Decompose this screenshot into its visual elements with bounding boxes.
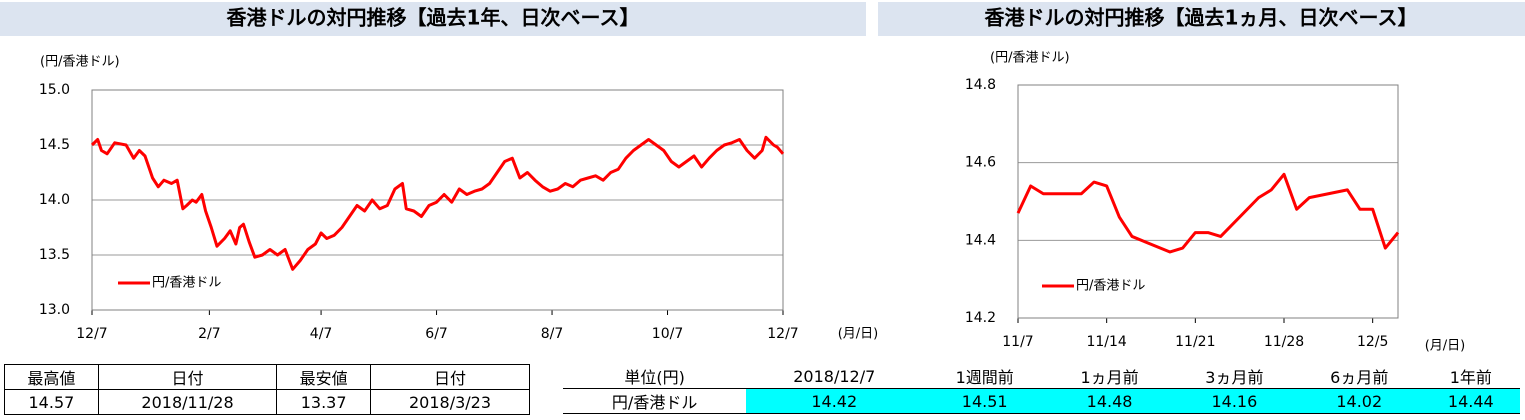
y-axis-label: (円/香港ドル) <box>40 55 120 70</box>
table-cell: 2018/3/23 <box>370 389 530 415</box>
plot-frame <box>1017 84 1399 319</box>
table-cell: 円/香港ドル <box>563 388 747 414</box>
y-tick-label: 14.8 <box>965 77 996 93</box>
x-tick-label: 11/28 <box>1264 334 1304 350</box>
table-header: 3ヵ月前 <box>1171 364 1297 389</box>
table-cell: 14.48 <box>1047 388 1172 414</box>
table-cell: 14.44 <box>1421 388 1520 414</box>
y-tick-label: 15.0 <box>39 82 70 98</box>
chart-title: 香港ドルの対円推移【過去1ヵ月、日次ベース】 <box>985 6 1418 30</box>
title-bar <box>0 2 866 36</box>
table-row: 14.57 2018/11/28 13.37 2018/3/23 <box>4 389 530 415</box>
table-cell: 13.37 <box>276 389 372 415</box>
table-header: 最安値 <box>276 364 372 390</box>
table-cell: 14.42 <box>746 388 923 414</box>
table-cell: 2018/11/28 <box>97 389 278 415</box>
x-axis-label: (月/日) <box>1425 339 1466 354</box>
x-tick-label: 11/14 <box>1086 334 1126 350</box>
y-tick-label: 13.5 <box>39 247 70 263</box>
y-tick-label: 14.5 <box>39 137 70 153</box>
data-line <box>1016 172 1400 254</box>
x-tick-label: 10/7 <box>652 326 683 342</box>
table-header: 2018/12/7 <box>746 364 923 389</box>
y-tick-label: 14.2 <box>965 310 996 326</box>
table-cell: 14.51 <box>922 388 1048 414</box>
y-tick-label: 13.0 <box>39 302 70 318</box>
charts: 香港ドルの対円推移【過去1年、日次ベース】 (円/香港ドル) (月/日) 13.0 13… <box>0 2 1525 354</box>
title-bar <box>878 2 1525 36</box>
table-header: 単位(円) <box>563 364 747 389</box>
table-cell: 14.02 <box>1296 388 1422 414</box>
x-tick-label: 6/7 <box>425 326 448 342</box>
x-tick-label: 12/5 <box>1357 334 1388 350</box>
table-row: 円/香港ドル 14.42 14.51 14.48 14.16 14.02 14.44 <box>563 388 1520 414</box>
table-header: 日付 <box>97 364 278 390</box>
x-axis-label: (月/日) <box>838 327 879 342</box>
rate-table: 単位(円) 2018/12/7 1週間前 1ヵ月前 3ヵ月前 6ヵ月前 1年前 円/香港ドル 1… <box>563 364 1520 414</box>
table-header: 1ヵ月前 <box>1047 364 1172 389</box>
x-tick-label: 2/7 <box>198 326 221 342</box>
table-cell: 14.16 <box>1171 388 1297 414</box>
y-tick-label: 14.6 <box>965 155 996 171</box>
x-tick-label: 11/7 <box>1002 334 1033 350</box>
table-header: 1年前 <box>1421 364 1520 389</box>
table-header: 日付 <box>370 364 530 390</box>
y-tick-label: 14.0 <box>39 192 70 208</box>
y-tick-label: 14.4 <box>965 232 996 248</box>
table-row: 単位(円) 2018/12/7 1週間前 1ヵ月前 3ヵ月前 6ヵ月前 1年前 <box>563 364 1520 389</box>
table-row: 最高値 日付 最安値 日付 <box>4 364 530 390</box>
plot-frame <box>91 89 784 311</box>
x-tick-label: 12/7 <box>76 326 107 342</box>
table-cell: 14.57 <box>4 389 99 415</box>
x-tick-label: 8/7 <box>541 326 564 342</box>
table-header: 6ヵ月前 <box>1296 364 1422 389</box>
table-header: 1週間前 <box>922 364 1048 389</box>
summary-table: 最高値 日付 最安値 日付 14.57 2018/11/28 13.37 2018/3/23 <box>4 364 530 415</box>
y-axis-label: (円/香港ドル) <box>990 51 1070 66</box>
x-tick-label: 11/21 <box>1175 334 1215 350</box>
legend-label: 円/香港ドル <box>1076 279 1145 294</box>
data-line <box>90 135 785 271</box>
x-tick-label: 12/7 <box>767 326 798 342</box>
legend-label: 円/香港ドル <box>152 276 221 291</box>
x-tick-label: 4/7 <box>310 326 333 342</box>
chart-title: 香港ドルの対円推移【過去1年、日次ベース】 <box>227 6 640 30</box>
table-header: 最高値 <box>4 364 99 390</box>
